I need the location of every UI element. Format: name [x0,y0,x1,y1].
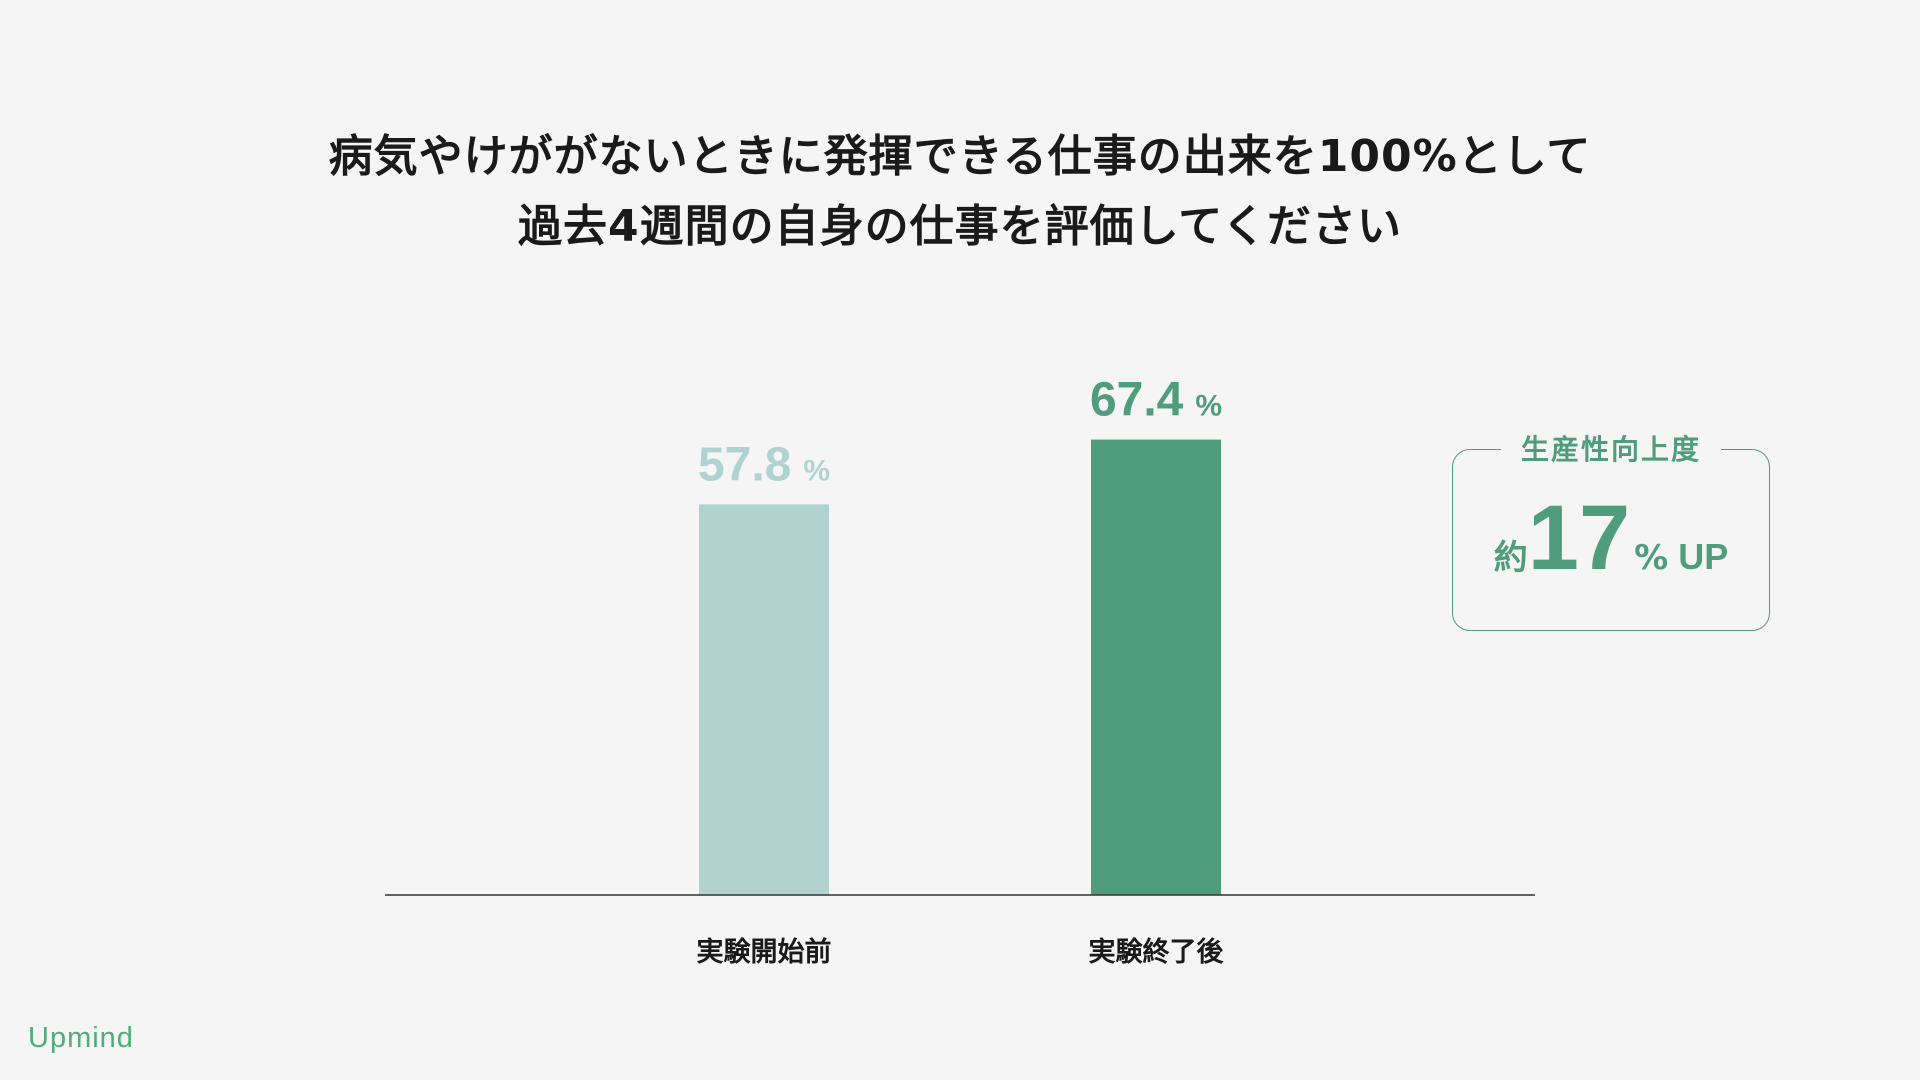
callout-value: 約17% UP [1453,492,1769,584]
chart-title-line-1: 病気やけががないときに発揮できる仕事の出来を100%として [328,131,1592,182]
callout-unit: % [1634,538,1669,578]
bar-value-label-2: 67.4% [1090,374,1222,427]
chart-title-line-2: 過去4週間の自身の仕事を評価してください [518,201,1402,252]
productivity-callout: 生産性向上度 約17% UP [1452,432,1770,631]
callout-number: 17 [1527,487,1631,589]
bar-1 [699,504,829,895]
bar-value-label-1: 57.8% [698,438,830,491]
chart-title: 病気やけががないときに発揮できる仕事の出来を100%として 過去4週間の自身の仕… [0,122,1920,262]
callout-prefix: 約 [1493,538,1528,578]
upmind-logo: Upmind [28,1022,134,1054]
category-label-1: 実験開始前 [697,936,832,968]
callout-suffix: UP [1678,536,1729,577]
category-label-2: 実験終了後 [1089,936,1225,968]
callout-label: 生産性向上度 [1500,432,1722,468]
bar-2 [1091,439,1221,895]
